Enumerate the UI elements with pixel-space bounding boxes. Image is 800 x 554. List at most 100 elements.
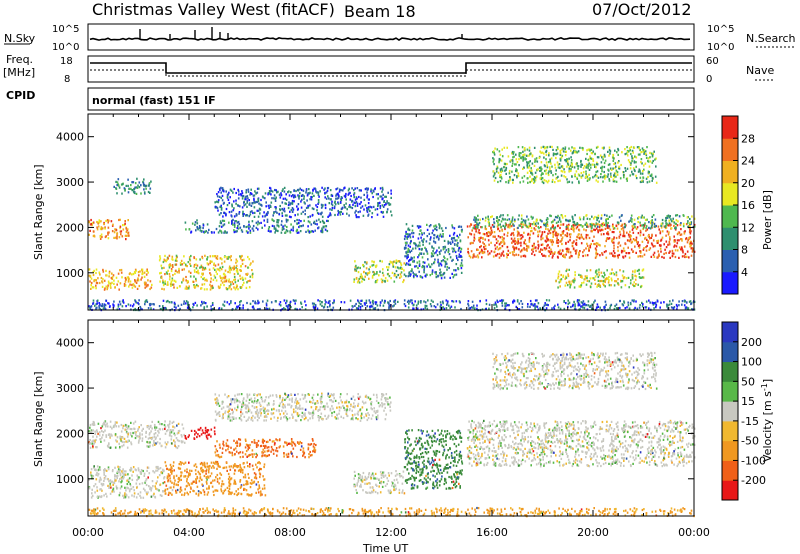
echo-cell	[282, 209, 285, 212]
echo-cell	[641, 216, 644, 219]
echo-cell	[603, 213, 606, 217]
echo-cell	[240, 264, 242, 268]
echo-cell	[642, 276, 645, 279]
echo-cell	[631, 228, 634, 231]
echo-cell	[628, 252, 631, 255]
echo-cell	[305, 189, 308, 192]
echo-cell	[576, 176, 578, 179]
echo-cell	[287, 219, 289, 222]
echo-cell	[150, 307, 152, 310]
echo-cell	[284, 202, 286, 205]
echo-cell	[283, 210, 286, 213]
echo-cell	[283, 207, 286, 210]
echo-cell	[314, 304, 317, 307]
echo-cell	[406, 237, 409, 240]
echo-cell	[373, 271, 375, 274]
echo-cell	[649, 160, 652, 163]
echo-cell	[573, 286, 576, 289]
echo-cell	[655, 157, 657, 160]
echo-cell	[415, 304, 418, 307]
echo-cell	[638, 246, 641, 249]
echo-cell	[583, 249, 585, 252]
echo-cell	[591, 163, 594, 166]
echo-cell	[388, 306, 390, 309]
echo-cell	[674, 255, 677, 259]
echo-cell	[262, 196, 265, 199]
echo-cell	[507, 304, 509, 307]
echo-cell	[537, 235, 539, 238]
echo-cell	[522, 154, 524, 157]
echo-cell	[516, 175, 518, 178]
echo-cell	[499, 299, 501, 302]
echo-cell	[149, 187, 152, 190]
echo-cell	[688, 230, 691, 234]
echo-cell	[661, 218, 664, 222]
echo-cell	[540, 146, 543, 149]
echo-cell	[677, 231, 680, 234]
echo-cell	[565, 253, 567, 256]
echo-cell	[633, 161, 636, 164]
echo-cell	[650, 242, 653, 245]
echo-cell	[386, 211, 388, 214]
echo-cell	[561, 232, 564, 235]
echo-cell	[242, 210, 244, 213]
echo-cell	[598, 271, 600, 274]
echo-cell	[172, 258, 174, 261]
echo-cell	[159, 255, 161, 258]
echo-cell	[349, 198, 352, 201]
echo-cell	[506, 256, 508, 259]
echo-cell	[241, 195, 244, 198]
echo-cell	[522, 180, 525, 183]
echo-cell	[235, 264, 238, 267]
echo-cell	[617, 283, 620, 286]
echo-cell	[571, 241, 574, 245]
echo-cell	[560, 220, 562, 223]
echo-cell	[360, 273, 362, 276]
echo-cell	[98, 219, 101, 222]
echo-cell	[557, 306, 560, 309]
echo-cell	[544, 169, 546, 173]
echo-cell	[305, 304, 307, 307]
echo-cell	[515, 153, 517, 156]
echo-cell	[386, 279, 389, 282]
echo-cell	[317, 193, 320, 196]
echo-cell	[117, 305, 120, 308]
echo-cell	[568, 268, 570, 271]
echo-cell	[116, 232, 119, 235]
echo-cell	[597, 283, 599, 287]
echo-cell	[535, 219, 538, 222]
echo-cell	[375, 280, 378, 284]
echo-cell	[211, 303, 214, 306]
echo-cell	[420, 275, 422, 279]
echo-cell	[262, 300, 264, 303]
echo-cell	[248, 220, 250, 223]
echo-cell	[569, 233, 571, 236]
echo-cell	[470, 233, 473, 236]
echo-cell	[237, 288, 239, 291]
echo-cell	[418, 225, 421, 228]
echo-cell	[540, 166, 542, 169]
echo-cell	[568, 248, 570, 251]
echo-cell	[583, 216, 585, 219]
echo-cell	[534, 222, 537, 225]
echo-cell	[597, 180, 599, 183]
echo-cell	[497, 221, 499, 224]
echo-cell	[317, 202, 319, 205]
echo-cell	[382, 205, 385, 208]
echo-cell	[473, 233, 476, 236]
echo-cell	[173, 286, 175, 289]
echo-cell	[385, 203, 387, 206]
echo-cell	[233, 187, 235, 191]
echo-cell	[636, 146, 639, 149]
echo-cell	[639, 251, 642, 254]
echo-cell	[533, 221, 535, 224]
echo-cell	[381, 204, 384, 207]
echo-cell	[409, 274, 411, 277]
echo-cell	[135, 301, 138, 304]
echo-cell	[526, 244, 528, 248]
echo-cell	[683, 232, 686, 235]
echo-cell	[477, 231, 480, 234]
echo-cell	[220, 307, 223, 310]
echo-cell	[468, 307, 470, 310]
echo-cell	[226, 231, 228, 234]
